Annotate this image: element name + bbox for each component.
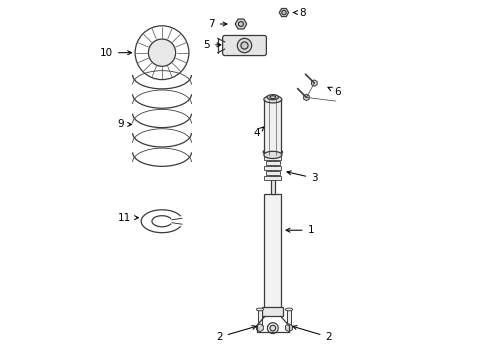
- Text: 2: 2: [292, 325, 331, 342]
- Bar: [264, 194, 281, 309]
- Bar: [264, 176, 281, 180]
- Ellipse shape: [264, 96, 281, 103]
- Text: 9: 9: [117, 120, 131, 129]
- FancyBboxPatch shape: [222, 36, 266, 55]
- Ellipse shape: [285, 308, 292, 311]
- Text: 10: 10: [100, 48, 131, 58]
- Bar: [262, 307, 283, 316]
- Ellipse shape: [264, 151, 281, 158]
- Text: 5: 5: [203, 40, 221, 50]
- Bar: [265, 161, 279, 165]
- Bar: [264, 156, 281, 160]
- Circle shape: [238, 22, 243, 27]
- Ellipse shape: [263, 149, 282, 155]
- Bar: [265, 171, 279, 175]
- Circle shape: [237, 39, 251, 53]
- Ellipse shape: [256, 308, 263, 311]
- Bar: [264, 166, 281, 170]
- Text: 8: 8: [293, 8, 305, 18]
- Text: 1: 1: [285, 225, 313, 235]
- Text: 11: 11: [118, 213, 138, 222]
- Bar: [270, 160, 274, 194]
- Ellipse shape: [266, 95, 278, 100]
- Ellipse shape: [269, 158, 276, 162]
- Circle shape: [148, 39, 175, 66]
- Circle shape: [241, 42, 247, 49]
- Circle shape: [269, 325, 275, 331]
- Circle shape: [281, 10, 285, 15]
- Text: 6: 6: [327, 87, 340, 97]
- Text: 7: 7: [208, 19, 226, 29]
- Bar: [258, 310, 261, 327]
- Text: 4: 4: [253, 127, 263, 138]
- Bar: [286, 310, 290, 327]
- Text: 3: 3: [286, 171, 317, 183]
- Text: 2: 2: [216, 325, 256, 342]
- Bar: [264, 99, 281, 155]
